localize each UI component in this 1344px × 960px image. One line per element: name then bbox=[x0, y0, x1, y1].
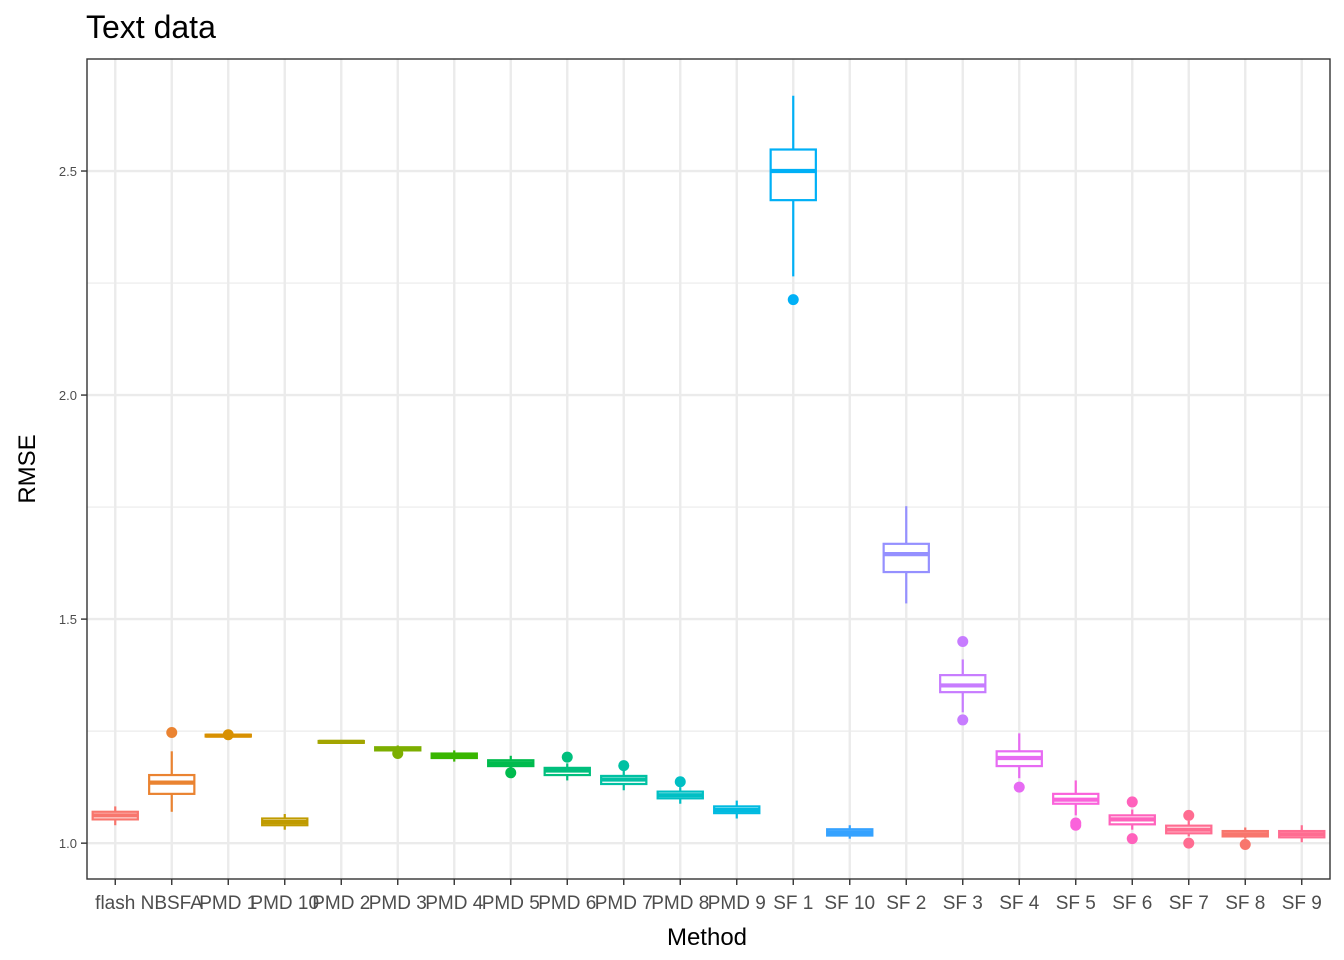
grid bbox=[87, 59, 1330, 879]
box-sf-1 bbox=[769, 95, 817, 306]
x-tick-label: SF 5 bbox=[1056, 893, 1096, 914]
box-sf-8 bbox=[1221, 827, 1269, 850]
outlier-point bbox=[1183, 837, 1195, 849]
outlier-point bbox=[957, 714, 969, 726]
box-sf-6 bbox=[1108, 796, 1156, 845]
x-tick-label: PMD 6 bbox=[538, 893, 596, 914]
box-sf-7 bbox=[1165, 809, 1213, 849]
x-tick-label: PMD 9 bbox=[708, 893, 766, 914]
box-pmd-4 bbox=[430, 750, 478, 762]
outlier-point bbox=[166, 726, 178, 738]
x-tick-label: SF 6 bbox=[1112, 893, 1152, 914]
box-sf-9 bbox=[1278, 825, 1326, 843]
x-tick-label: SF 8 bbox=[1225, 893, 1265, 914]
y-tick-label: 1.5 bbox=[59, 612, 77, 627]
x-tick-label: PMD 3 bbox=[369, 893, 427, 914]
x-tick-label: PMD 8 bbox=[651, 893, 709, 914]
outlier-point bbox=[505, 767, 517, 779]
box-sf-2 bbox=[882, 506, 930, 604]
outlier-point bbox=[1126, 796, 1138, 808]
y-tick-label: 1.0 bbox=[59, 836, 77, 851]
outlier-point bbox=[1126, 833, 1138, 845]
x-tick-label: PMD 4 bbox=[425, 893, 484, 914]
box-flash bbox=[91, 806, 139, 826]
box-pmd-10 bbox=[261, 814, 309, 830]
box-pmd-5 bbox=[487, 755, 535, 779]
boxes bbox=[91, 95, 1326, 850]
x-tick-label: SF 10 bbox=[824, 893, 875, 914]
outlier-point bbox=[1070, 819, 1082, 831]
outlier-point bbox=[222, 729, 234, 741]
box-sf-10 bbox=[826, 825, 874, 839]
y-tick-label: 2.0 bbox=[59, 388, 77, 403]
box-sf-5 bbox=[1052, 780, 1100, 831]
x-tick-label: SF 1 bbox=[773, 893, 813, 914]
box-sf-3 bbox=[939, 636, 987, 726]
box-pmd-6 bbox=[543, 751, 591, 781]
box-pmd-1 bbox=[204, 729, 252, 741]
x-tick-label: PMD 2 bbox=[312, 893, 370, 914]
box-pmd-8 bbox=[656, 776, 704, 804]
box-pmd-2 bbox=[317, 739, 365, 744]
box-pmd-3 bbox=[374, 745, 422, 760]
outlier-point bbox=[1013, 781, 1025, 793]
x-tick-label: SF 9 bbox=[1282, 893, 1322, 914]
x-tick-label: SF 3 bbox=[943, 893, 983, 914]
box-iqr bbox=[769, 148, 817, 202]
outlier-point bbox=[392, 748, 404, 760]
box-nbsfa bbox=[148, 726, 196, 812]
outlier-point bbox=[1183, 809, 1195, 821]
outlier-point bbox=[618, 760, 630, 772]
panel-border bbox=[86, 58, 1331, 880]
x-tick-label: SF 2 bbox=[886, 893, 926, 914]
y-tick-label: 2.5 bbox=[59, 164, 77, 179]
box-pmd-7 bbox=[600, 760, 648, 791]
x-axis-title: Method bbox=[667, 924, 747, 951]
y-axis: 1.0 1.5 2.0 2.5 bbox=[59, 164, 87, 851]
outlier-point bbox=[561, 751, 573, 763]
x-tick-label: flash bbox=[95, 893, 135, 914]
chart-title: Text data bbox=[86, 9, 216, 45]
outlier-point bbox=[1239, 838, 1251, 850]
y-axis-title: RMSE bbox=[14, 434, 41, 503]
outlier-point bbox=[787, 294, 799, 306]
outlier-point bbox=[957, 636, 969, 648]
x-tick-label: PMD 7 bbox=[595, 893, 653, 914]
x-tick-label: SF 7 bbox=[1169, 893, 1209, 914]
x-tick-label: SF 4 bbox=[999, 893, 1040, 914]
box-sf-4 bbox=[995, 733, 1043, 793]
x-tick-label: PMD 1 bbox=[199, 893, 257, 914]
x-tick-label: PMD 5 bbox=[482, 893, 540, 914]
x-tick-label: NBSFA bbox=[141, 893, 204, 914]
outlier-point bbox=[674, 776, 686, 788]
x-tick-label: PMD 10 bbox=[250, 893, 319, 914]
box-iqr bbox=[882, 542, 930, 574]
box-pmd-9 bbox=[713, 800, 761, 819]
